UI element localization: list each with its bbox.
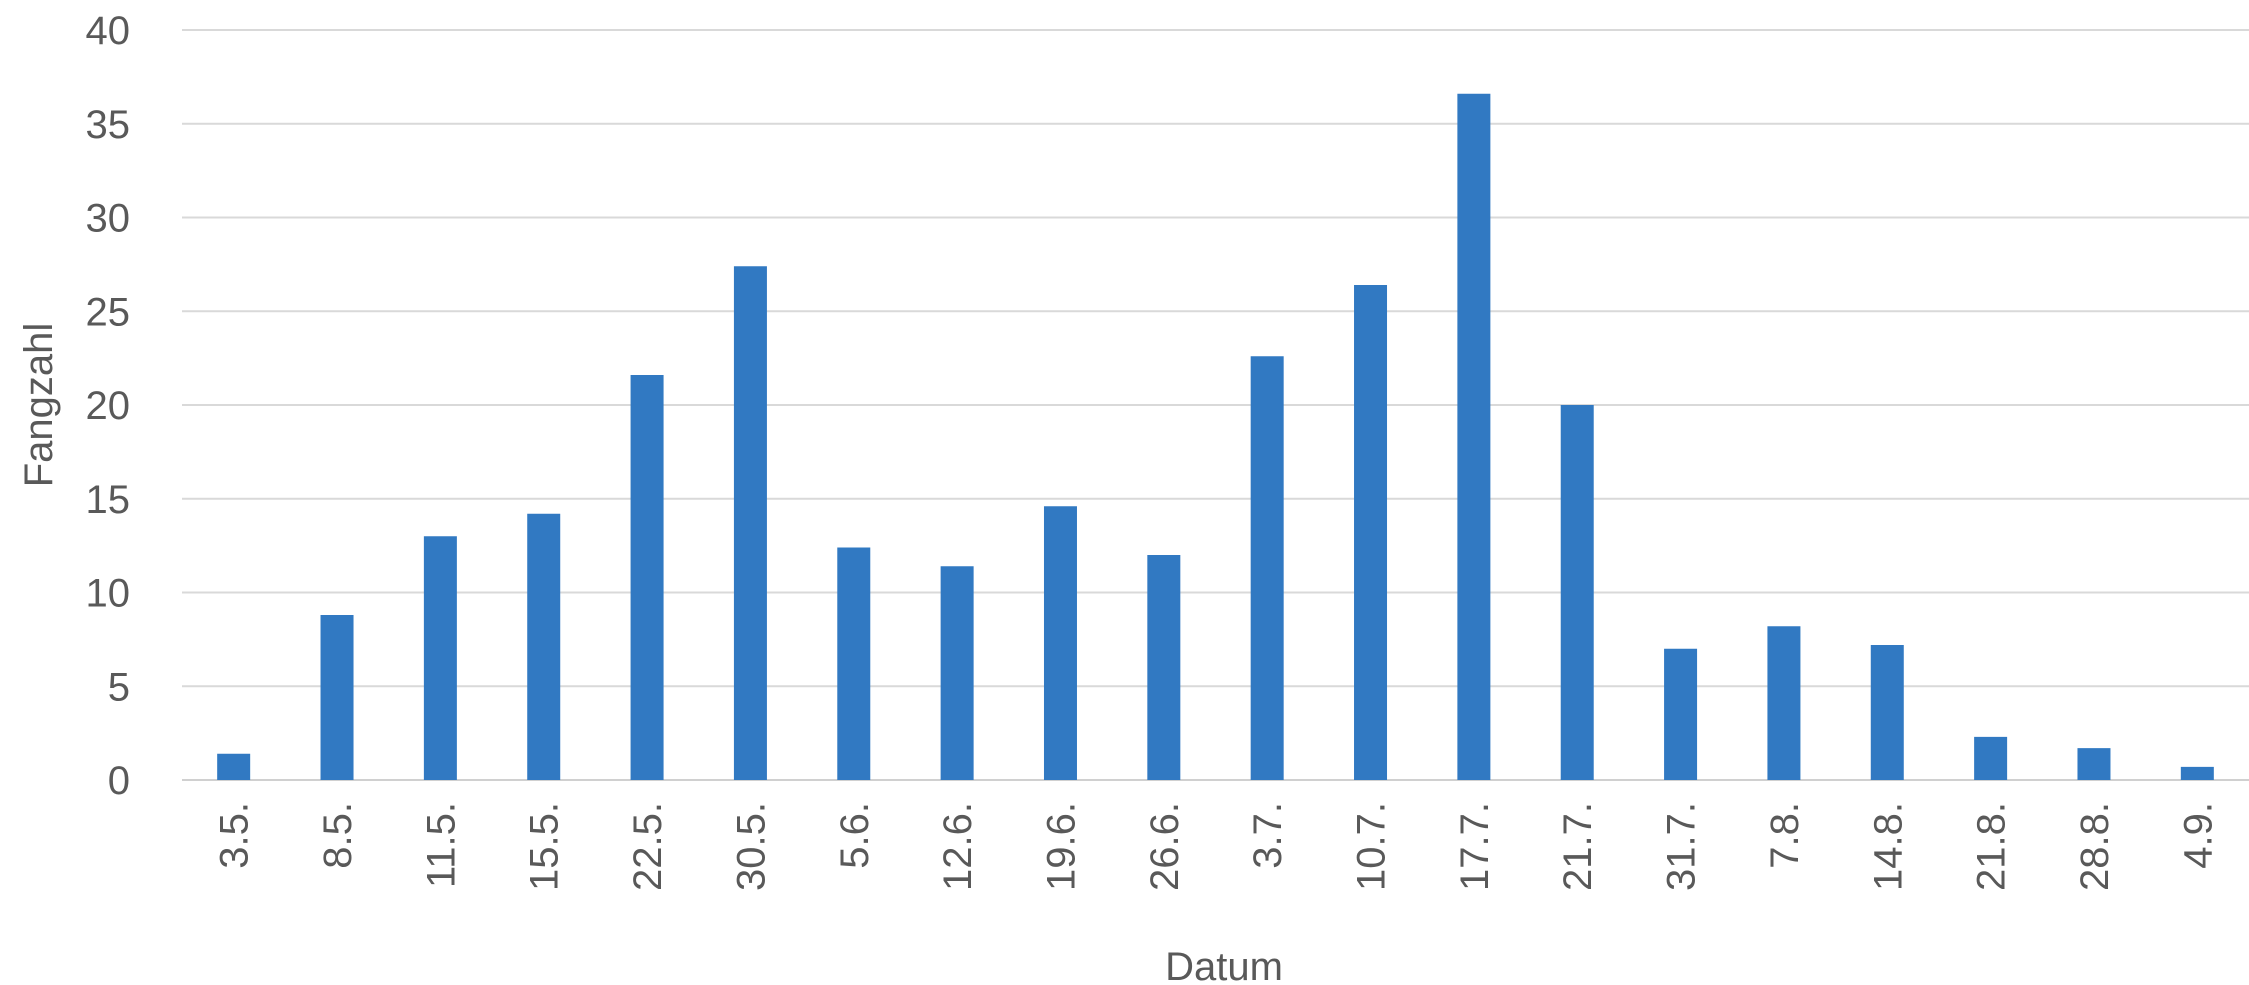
- bar: [837, 547, 871, 780]
- x-tick-label: 21.7.: [1556, 802, 1600, 891]
- y-tick-label: 20: [86, 384, 131, 428]
- x-tick-label: 11.5.: [419, 802, 463, 888]
- bar: [1147, 555, 1181, 780]
- x-tick-label: 8.5.: [316, 802, 360, 869]
- x-axis-title: Datum: [1165, 945, 1283, 985]
- gridlines: [182, 29, 2249, 781]
- bar: [1870, 645, 1904, 780]
- y-axis-ticks: 0 5 10 15 20 25 30 35 40: [86, 9, 131, 803]
- x-tick-label: 31.7.: [1660, 802, 1704, 891]
- bar: [320, 615, 354, 780]
- y-tick-label: 40: [86, 9, 131, 53]
- bar: [1457, 93, 1491, 780]
- bar: [1560, 405, 1594, 780]
- x-axis-ticks: 3.5. 8.5. 11.5. 15.5. 22.5. 30.5. 5.6. 12.6. 19.…: [213, 802, 2221, 891]
- x-tick-label: 10.7.: [1350, 802, 1394, 891]
- bars: [217, 93, 2214, 780]
- bar: [2077, 748, 2111, 780]
- x-tick-label: 28.8.: [2073, 802, 2117, 891]
- bar: [733, 266, 767, 780]
- bar: [2180, 766, 2214, 780]
- x-tick-label: 4.9.: [2176, 802, 2220, 869]
- x-tick-label: 7.8.: [1763, 802, 1807, 869]
- x-tick-label: 17.7.: [1453, 802, 1497, 891]
- bar: [1664, 648, 1698, 780]
- x-tick-label: 12.6.: [936, 802, 980, 891]
- x-tick-label: 19.6.: [1039, 802, 1083, 891]
- bar: [1250, 356, 1284, 780]
- bar: [1043, 506, 1077, 780]
- x-tick-label: 30.5.: [729, 802, 773, 891]
- bar: [1354, 285, 1388, 780]
- x-tick-label: 21.8.: [1970, 802, 2014, 891]
- bar: [1974, 736, 2008, 780]
- y-tick-label: 0: [108, 759, 130, 803]
- bar: [217, 753, 251, 780]
- x-tick-label: 22.5.: [626, 802, 670, 891]
- x-tick-label: 3.7.: [1246, 802, 1290, 869]
- y-tick-label: 25: [86, 290, 131, 334]
- bar: [1767, 626, 1801, 780]
- y-axis-title: Fangzahl: [17, 323, 61, 488]
- y-tick-label: 5: [108, 665, 130, 709]
- x-tick-label: 14.8.: [1866, 802, 1910, 891]
- x-tick-label: 3.5.: [213, 802, 257, 869]
- y-tick-label: 35: [86, 103, 131, 147]
- x-tick-label: 5.6.: [833, 802, 877, 869]
- bar: [423, 536, 457, 780]
- bar: [940, 566, 974, 780]
- y-tick-label: 15: [86, 478, 131, 522]
- y-tick-label: 30: [86, 197, 131, 241]
- bar: [630, 375, 664, 780]
- x-tick-label: 15.5.: [523, 802, 567, 891]
- x-tick-label: 26.6.: [1143, 802, 1187, 891]
- y-tick-label: 10: [86, 572, 131, 616]
- bar: [527, 513, 561, 780]
